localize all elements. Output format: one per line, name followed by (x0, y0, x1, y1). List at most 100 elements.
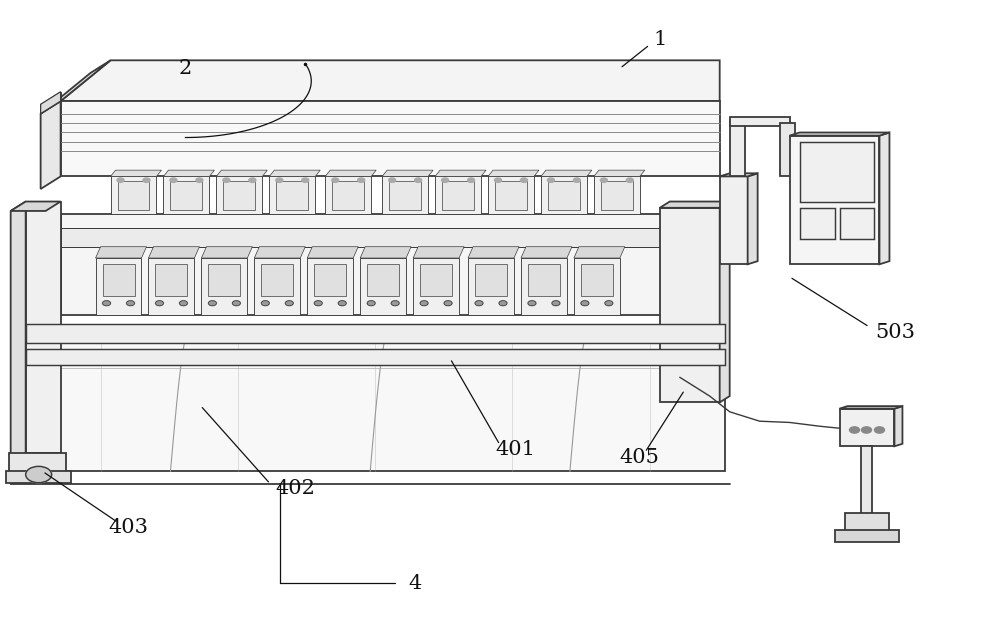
Polygon shape (879, 133, 889, 264)
Polygon shape (861, 447, 872, 515)
Polygon shape (61, 214, 720, 314)
Text: 401: 401 (495, 440, 535, 459)
Circle shape (495, 178, 501, 182)
Polygon shape (170, 181, 202, 209)
Circle shape (103, 301, 111, 306)
Circle shape (520, 178, 527, 182)
Polygon shape (325, 176, 371, 214)
Polygon shape (894, 406, 902, 447)
Polygon shape (314, 264, 346, 296)
Polygon shape (475, 264, 507, 296)
Circle shape (528, 301, 536, 306)
Polygon shape (216, 176, 262, 214)
Polygon shape (521, 258, 567, 314)
Polygon shape (261, 264, 293, 296)
Polygon shape (845, 513, 889, 531)
Polygon shape (26, 324, 725, 343)
Polygon shape (11, 201, 61, 211)
Polygon shape (720, 201, 730, 403)
Polygon shape (435, 176, 481, 214)
Polygon shape (367, 264, 399, 296)
Circle shape (338, 301, 346, 306)
Polygon shape (521, 247, 572, 258)
Polygon shape (748, 173, 758, 264)
Polygon shape (216, 170, 267, 176)
Polygon shape (720, 176, 748, 264)
Polygon shape (435, 170, 486, 176)
Polygon shape (495, 181, 527, 209)
Polygon shape (155, 264, 187, 296)
Polygon shape (201, 247, 252, 258)
Polygon shape (254, 247, 305, 258)
Circle shape (261, 301, 269, 306)
Polygon shape (269, 176, 315, 214)
Polygon shape (800, 142, 874, 201)
Circle shape (415, 178, 422, 182)
Polygon shape (111, 176, 156, 214)
Polygon shape (41, 214, 61, 327)
Circle shape (444, 301, 452, 306)
Polygon shape (41, 101, 61, 189)
Polygon shape (118, 181, 149, 209)
Polygon shape (325, 170, 376, 176)
Circle shape (605, 301, 613, 306)
Circle shape (874, 427, 884, 433)
Polygon shape (9, 453, 66, 472)
Circle shape (208, 301, 216, 306)
Circle shape (223, 178, 230, 182)
Polygon shape (6, 471, 71, 482)
Circle shape (600, 178, 607, 182)
Text: 405: 405 (620, 448, 660, 467)
Polygon shape (223, 181, 255, 209)
Circle shape (155, 301, 163, 306)
Polygon shape (26, 201, 61, 453)
Circle shape (285, 301, 293, 306)
Polygon shape (594, 170, 645, 176)
Text: 4: 4 (408, 574, 422, 593)
Polygon shape (41, 92, 61, 114)
Polygon shape (269, 170, 320, 176)
Polygon shape (420, 264, 452, 296)
Polygon shape (11, 201, 26, 462)
Polygon shape (201, 258, 247, 314)
Polygon shape (96, 258, 141, 314)
Polygon shape (61, 101, 720, 176)
Text: 1: 1 (653, 30, 666, 49)
Polygon shape (574, 258, 620, 314)
Circle shape (475, 301, 483, 306)
Circle shape (170, 178, 177, 182)
Circle shape (391, 301, 399, 306)
Circle shape (499, 301, 507, 306)
Polygon shape (111, 170, 161, 176)
Circle shape (26, 466, 52, 482)
Polygon shape (660, 201, 730, 208)
Polygon shape (541, 176, 587, 214)
Polygon shape (468, 247, 519, 258)
Circle shape (581, 301, 589, 306)
Circle shape (196, 178, 203, 182)
Polygon shape (581, 264, 613, 296)
Polygon shape (276, 181, 308, 209)
Polygon shape (601, 181, 633, 209)
Polygon shape (720, 173, 758, 176)
Polygon shape (800, 208, 835, 239)
Circle shape (468, 178, 475, 182)
Circle shape (442, 178, 449, 182)
Circle shape (332, 178, 339, 182)
Polygon shape (208, 264, 240, 296)
Polygon shape (332, 181, 364, 209)
Polygon shape (442, 181, 474, 209)
Circle shape (127, 301, 135, 306)
Polygon shape (103, 264, 135, 296)
Polygon shape (528, 264, 560, 296)
Polygon shape (790, 136, 879, 264)
Circle shape (389, 178, 396, 182)
Polygon shape (548, 181, 580, 209)
Polygon shape (574, 247, 625, 258)
Circle shape (420, 301, 428, 306)
Circle shape (358, 178, 365, 182)
Polygon shape (307, 258, 353, 314)
Polygon shape (790, 133, 889, 136)
Polygon shape (780, 123, 795, 176)
Circle shape (276, 178, 283, 182)
